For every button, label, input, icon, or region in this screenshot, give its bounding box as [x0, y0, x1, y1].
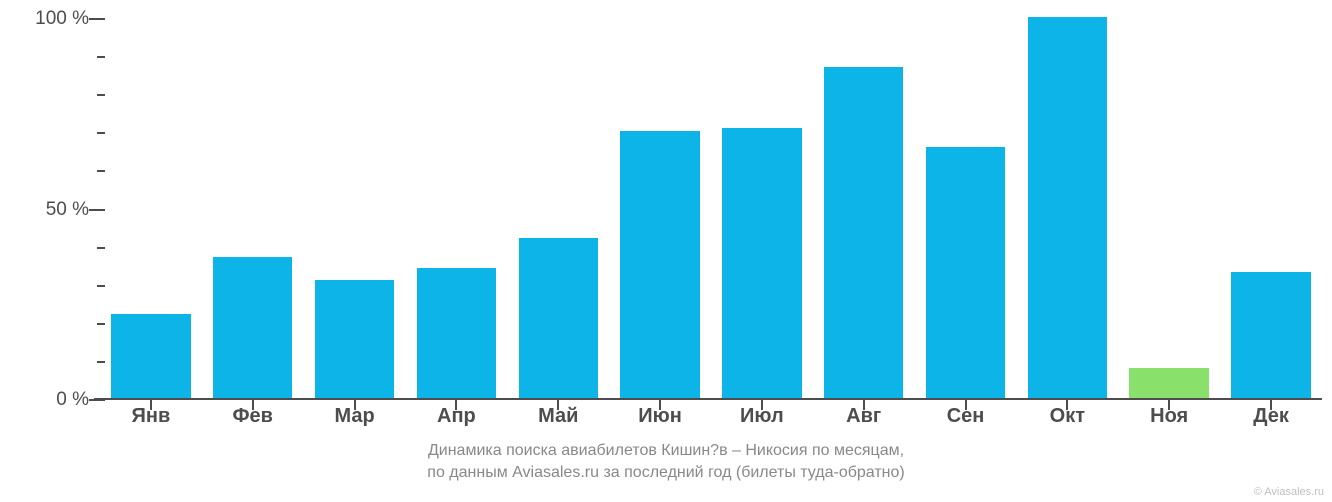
- chart-caption: Динамика поиска авиабилетов Кишин?в – Ни…: [0, 440, 1332, 485]
- bar: [1028, 17, 1107, 398]
- bar-slot: [813, 0, 915, 398]
- x-axis-labels: ЯнвФевМарАпрМайИюнИюлАвгСенОктНояДек: [100, 405, 1322, 428]
- bar-slot: [711, 0, 813, 398]
- bar-slot: [1016, 0, 1118, 398]
- caption-line-2: по данным Aviasales.ru за последний год …: [0, 462, 1332, 484]
- x-axis-label: Окт: [1016, 405, 1118, 428]
- x-axis-line: [94, 398, 1322, 400]
- x-axis-label: Ноя: [1118, 405, 1220, 428]
- bar: [722, 128, 801, 398]
- bar: [213, 257, 292, 398]
- bar-slot: [609, 0, 711, 398]
- bar: [620, 131, 699, 398]
- bar-slot: [405, 0, 507, 398]
- y-tick-label: 100 %: [35, 8, 89, 30]
- x-axis-label: Апр: [405, 405, 507, 428]
- bar: [315, 280, 394, 398]
- x-axis-label: Янв: [100, 405, 202, 428]
- bar: [111, 314, 190, 398]
- y-tick-label: 50 %: [46, 199, 89, 221]
- bar-slot: [915, 0, 1017, 398]
- bar-slot: [304, 0, 406, 398]
- bar-slot: [100, 0, 202, 398]
- bar-slot: [202, 0, 304, 398]
- bar: [1231, 272, 1310, 398]
- y-axis: 0 %50 %100 %: [0, 0, 95, 400]
- plot-area: [100, 0, 1322, 400]
- x-axis-label: Июл: [711, 405, 813, 428]
- chart-container: 0 % 50 % 100 % ЯнвФевМарАпрМайИюнИюлАвгСен…: [0, 0, 1332, 502]
- bar: [926, 147, 1005, 398]
- bar-slot: [1220, 0, 1322, 398]
- x-axis-label: Мар: [304, 405, 406, 428]
- bar: [1129, 368, 1208, 398]
- attribution: © Aviasales.ru: [1254, 486, 1324, 498]
- x-axis-label: Фев: [202, 405, 304, 428]
- bar: [417, 268, 496, 398]
- y-tick-label: 0 %: [56, 389, 89, 411]
- bar-slot: [507, 0, 609, 398]
- x-axis-label: Июн: [609, 405, 711, 428]
- x-axis-label: Сен: [915, 405, 1017, 428]
- x-axis-label: Дек: [1220, 405, 1322, 428]
- bars-group: [100, 0, 1322, 398]
- bar: [824, 67, 903, 398]
- x-axis-label: Май: [507, 405, 609, 428]
- bar-slot: [1118, 0, 1220, 398]
- x-axis-label: Авг: [813, 405, 915, 428]
- caption-line-1: Динамика поиска авиабилетов Кишин?в – Ни…: [0, 440, 1332, 462]
- bar: [519, 238, 598, 398]
